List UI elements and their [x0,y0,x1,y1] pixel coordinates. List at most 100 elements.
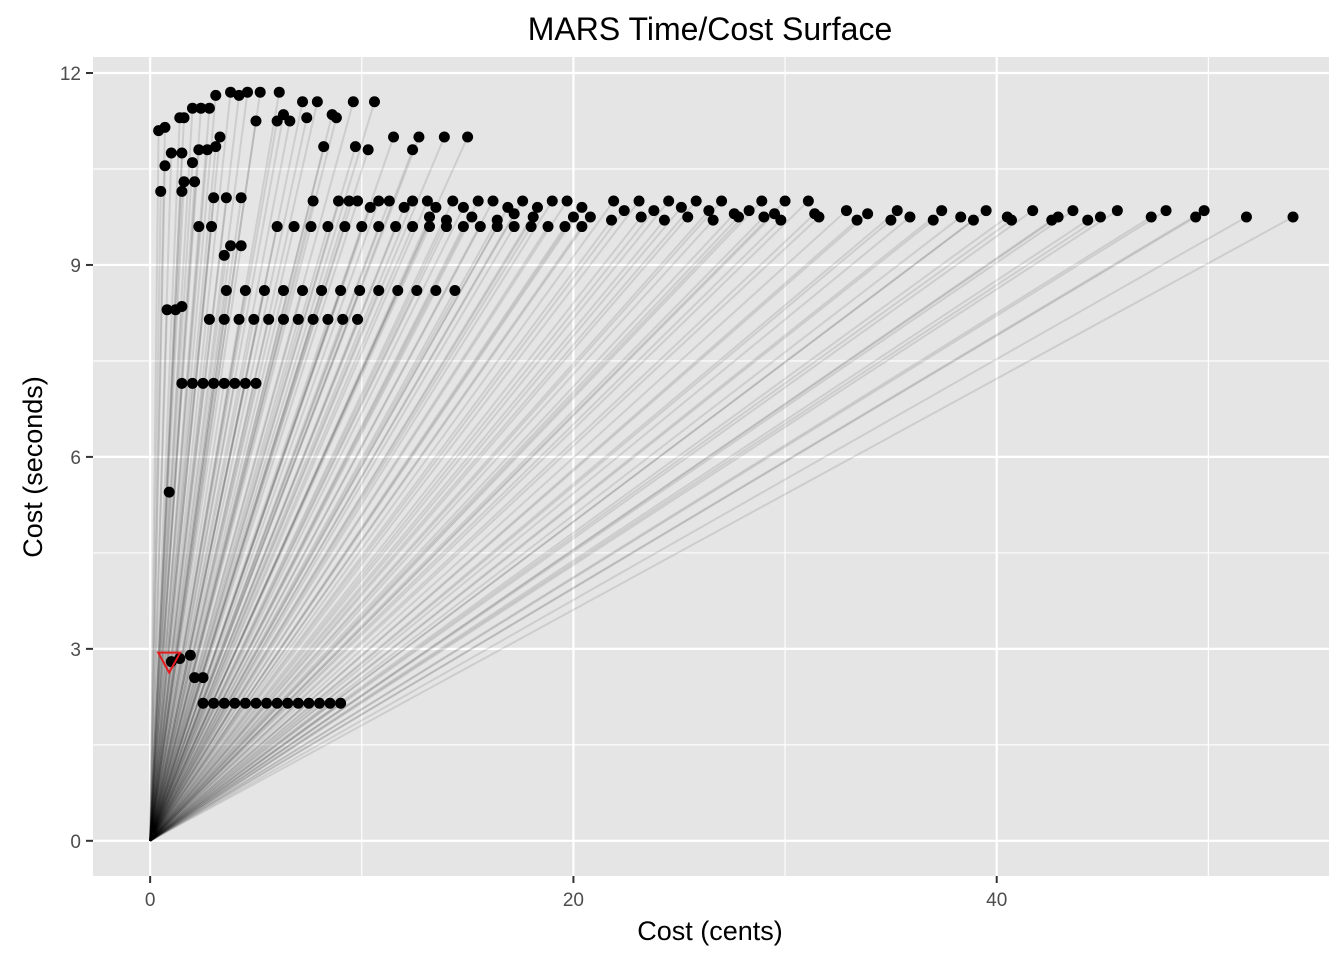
data-point [189,672,201,684]
data-point [354,285,366,297]
segment-line [149,219,1089,842]
data-point [208,377,220,389]
segment-line [149,226,532,842]
segment-line [149,226,363,842]
data-point [197,697,209,709]
origin-segments [149,92,1294,842]
segment-line [149,206,509,842]
data-point [233,313,245,325]
segment-line [149,209,1034,842]
segment-line [149,677,196,842]
segment-line [149,136,469,842]
segment-line [149,114,334,842]
data-point [250,115,262,127]
data-point [163,486,175,498]
data-point [254,86,266,98]
segment-line [149,200,554,842]
data-point [313,697,325,709]
data-point [339,221,351,233]
data-point [743,205,755,217]
segment-line [149,200,315,842]
data-point [335,697,347,709]
segment-line [149,702,226,842]
y-axis: 0 3 6 9 12 [60,64,93,853]
data-point [449,285,461,297]
data-point [220,192,232,204]
segment-line [149,149,209,841]
segment-line [149,127,166,841]
segment-line [149,136,221,841]
segment-line [149,319,226,841]
data-point [392,285,404,297]
data-point [176,147,188,159]
segment-line [149,200,359,842]
data-point [885,214,897,226]
segment-line [149,120,279,841]
segment-line [149,114,285,841]
data-point [337,313,349,325]
data-point [462,131,474,143]
segment-line [149,225,566,842]
segment-line [149,108,202,841]
segment-line [149,209,1167,842]
segment-line [149,290,304,842]
x-axis: 0 20 40 [145,876,1007,911]
data-point [206,221,218,233]
data-point [383,195,395,207]
data-point [413,131,425,143]
data-point [466,211,478,223]
segment-line [149,181,186,841]
segment-line [149,319,255,842]
segment-line [149,290,380,842]
data-point [250,377,262,389]
segment-line [149,216,535,842]
data-point [1145,211,1157,223]
segment-line [149,209,943,842]
data-point [174,652,186,664]
y-tick-label: 0 [70,832,81,853]
data-point [1082,214,1094,226]
data-point [218,377,230,389]
x-axis-label: Cost (cents) [637,916,783,946]
data-point [936,205,948,217]
segment-line [149,136,395,842]
segment-line [149,200,615,842]
segment-line [149,290,418,842]
data-point [407,144,419,156]
segment-line [149,216,1247,842]
data-point [1198,205,1210,217]
segment-line [149,226,465,842]
segment-line [149,209,655,842]
data-point [229,377,241,389]
data-point [322,221,334,233]
segment-line [149,216,820,842]
segment-line [149,200,640,842]
data-point [248,313,260,325]
data-point [239,285,251,297]
data-point [335,285,347,297]
segment-line [149,209,1074,842]
data-point [775,214,787,226]
segment-line [149,200,340,842]
segment-line [149,219,499,842]
segment-line [149,290,342,842]
segment-line [149,206,465,842]
data-point [235,192,247,204]
segment-line [149,702,215,842]
segment-line [149,290,456,842]
segment-line [149,226,329,842]
data-point [271,221,283,233]
segment-line [149,702,204,842]
data-point [161,304,173,316]
segment-line [149,677,205,842]
data-point [373,221,385,233]
data-point [862,208,874,220]
segment-line [149,318,344,842]
data-point [398,201,410,213]
data-point [218,249,230,261]
data-point [733,211,745,223]
data-point [606,214,618,226]
data-point [584,211,596,223]
data-point [955,211,967,223]
